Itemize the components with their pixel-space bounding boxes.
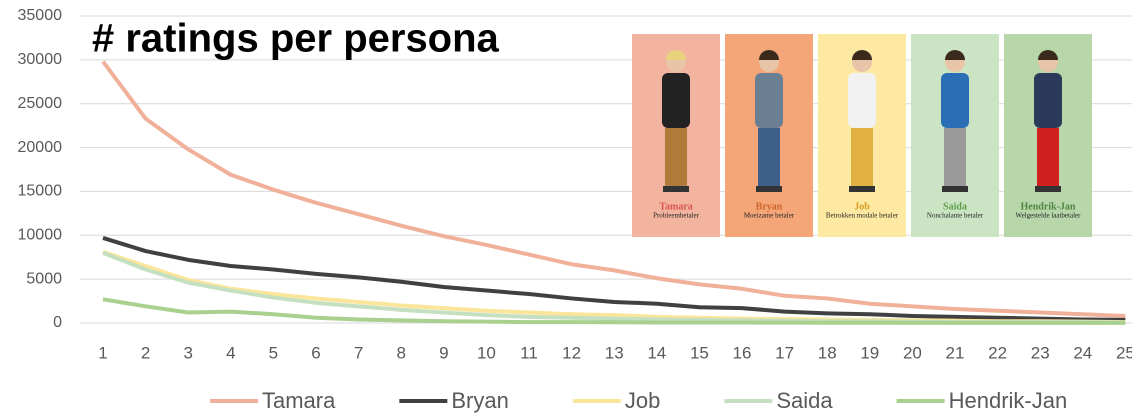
y-tick-label: 0 bbox=[53, 314, 62, 331]
y-tick-label: 25000 bbox=[18, 95, 63, 112]
legend-label: Job bbox=[625, 388, 660, 413]
x-tick-label: 3 bbox=[183, 343, 192, 362]
x-tick-label: 10 bbox=[477, 343, 496, 362]
x-tick-label: 21 bbox=[946, 343, 965, 362]
persona-subtitle: Betrokken modale betaler bbox=[826, 212, 899, 220]
persona-legs bbox=[944, 128, 966, 186]
persona-name: Saïda bbox=[943, 201, 967, 212]
x-tick-label: 2 bbox=[141, 343, 150, 362]
x-tick-label: 22 bbox=[988, 343, 1007, 362]
x-tick-label: 23 bbox=[1031, 343, 1050, 362]
persona-hair bbox=[852, 50, 872, 60]
x-tick-label: 11 bbox=[520, 343, 538, 362]
x-tick-label: 4 bbox=[226, 343, 235, 362]
persona-feet bbox=[1035, 186, 1061, 192]
x-tick-label: 17 bbox=[775, 343, 794, 362]
persona-body bbox=[1034, 73, 1062, 128]
x-tick-label: 6 bbox=[311, 343, 320, 362]
persona-hair bbox=[759, 50, 779, 60]
persona-legs bbox=[1037, 128, 1059, 186]
persona-feet bbox=[663, 186, 689, 192]
legend-label: Hendrik-Jan bbox=[949, 388, 1068, 413]
legend-label: Saida bbox=[776, 388, 833, 413]
x-tick-label: 25 bbox=[1116, 343, 1132, 362]
x-tick-label: 16 bbox=[733, 343, 752, 362]
persona-body bbox=[848, 73, 876, 128]
legend-label: Tamara bbox=[262, 388, 336, 413]
persona-subtitle: Nonchalante betaler bbox=[927, 212, 984, 220]
persona-name: Job bbox=[854, 201, 870, 212]
y-tick-label: 5000 bbox=[26, 270, 62, 287]
persona-feet bbox=[849, 186, 875, 192]
persona-feet bbox=[942, 186, 968, 192]
y-tick-label: 35000 bbox=[18, 7, 63, 24]
x-tick-label: 8 bbox=[396, 343, 405, 362]
x-tick-label: 15 bbox=[690, 343, 709, 362]
x-tick-label: 19 bbox=[860, 343, 879, 362]
persona-feet bbox=[756, 186, 782, 192]
persona-name: Bryan bbox=[756, 201, 783, 212]
x-tick-label: 18 bbox=[818, 343, 837, 362]
x-tick-label: 14 bbox=[647, 343, 666, 362]
persona-legs bbox=[851, 128, 873, 186]
persona-body bbox=[755, 73, 783, 128]
persona-subtitle: Welgestelde laatbetaler bbox=[1016, 212, 1082, 220]
y-tick-label: 10000 bbox=[18, 227, 63, 244]
persona-hair bbox=[945, 50, 965, 60]
y-tick-label: 15000 bbox=[18, 183, 63, 200]
x-tick-label: 7 bbox=[354, 343, 363, 362]
persona-name: Tamara bbox=[659, 201, 693, 212]
x-tick-label: 1 bbox=[98, 343, 107, 362]
lines bbox=[101, 60, 1126, 325]
persona-name: Hendrik-Jan bbox=[1020, 201, 1075, 212]
persona-hair bbox=[666, 50, 686, 60]
persona-subtitle: Moeizame betaler bbox=[744, 212, 795, 220]
persona-body bbox=[662, 73, 690, 128]
x-tick-label: 24 bbox=[1073, 343, 1092, 362]
series-line bbox=[102, 297, 1126, 325]
x-tick-label: 13 bbox=[605, 343, 624, 362]
x-tick-label: 12 bbox=[562, 343, 581, 362]
persona-legs bbox=[665, 128, 687, 186]
persona-subtitle: Probleembetaler bbox=[653, 212, 700, 220]
x-tick-label: 5 bbox=[269, 343, 278, 362]
chart-title: # ratings per persona bbox=[92, 17, 500, 61]
persona-hair bbox=[1038, 50, 1058, 60]
y-tick-label: 30000 bbox=[18, 51, 63, 68]
persona-legs bbox=[758, 128, 780, 186]
legend: Tamara Bryan Job Saida Hendrik-Jan bbox=[210, 388, 1067, 413]
series-line bbox=[102, 236, 1126, 322]
persona-body bbox=[941, 73, 969, 128]
series-line bbox=[101, 60, 1126, 318]
y-tick-label: 20000 bbox=[18, 139, 63, 156]
x-tick-label: 20 bbox=[903, 343, 922, 362]
legend-label: Bryan bbox=[451, 388, 508, 413]
x-tick-label: 9 bbox=[439, 343, 448, 362]
